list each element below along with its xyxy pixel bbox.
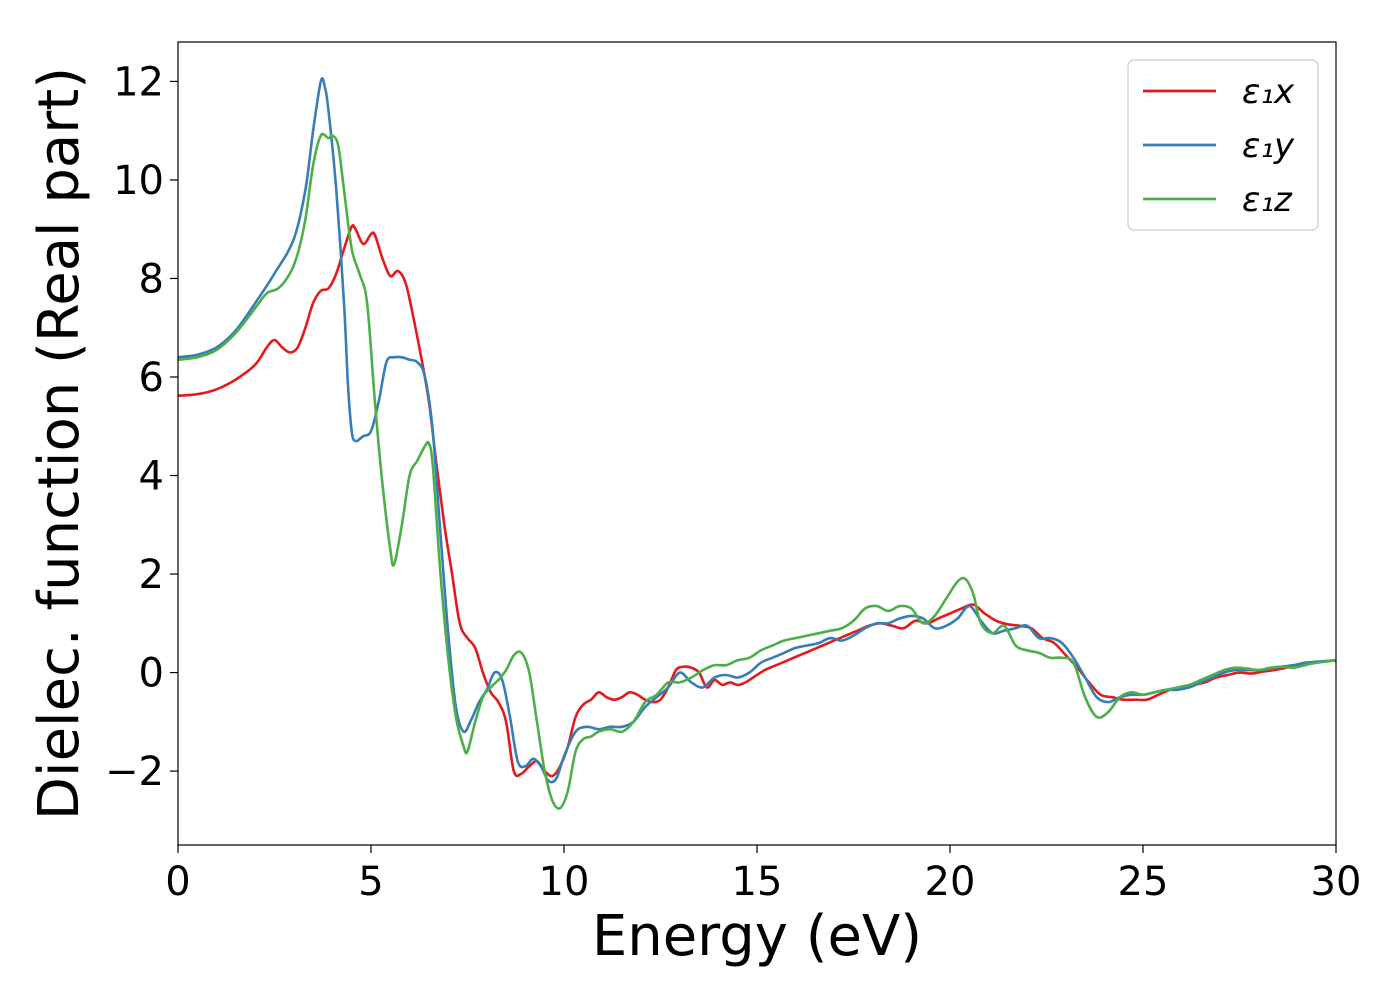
y-tick-label: 4 bbox=[139, 454, 164, 500]
x-tick-label: 25 bbox=[1118, 859, 1169, 905]
y-tick-label: 10 bbox=[113, 158, 164, 204]
series-line-1 bbox=[178, 224, 1336, 778]
series-line-2 bbox=[178, 77, 1336, 784]
legend-box bbox=[1127, 59, 1319, 231]
y-tick-label: 8 bbox=[139, 256, 164, 302]
y-tick-label: 12 bbox=[113, 59, 164, 105]
series-line-3 bbox=[178, 132, 1336, 810]
legend-label-1: ε₁x bbox=[1242, 72, 1295, 112]
y-tick-label: −2 bbox=[105, 749, 164, 795]
y-tick-label: 2 bbox=[139, 552, 164, 598]
legend: ε₁x ε₁y ε₁z bbox=[1127, 59, 1319, 231]
x-tick-label: 0 bbox=[165, 859, 190, 905]
y-tick-label: 0 bbox=[139, 651, 164, 697]
x-axis-ticks: 0 5 10 15 20 25 30 bbox=[165, 845, 1361, 905]
x-axis-label: Energy (eV) bbox=[592, 904, 922, 969]
x-tick-label: 5 bbox=[358, 859, 383, 905]
series-lines bbox=[178, 77, 1336, 810]
legend-label-2: ε₁y bbox=[1242, 126, 1295, 166]
y-axis-label: Dielec. function (Real part) bbox=[27, 67, 92, 820]
y-axis-ticks: −2 0 2 4 6 8 10 12 bbox=[105, 59, 178, 795]
y-tick-label: 6 bbox=[139, 355, 164, 401]
x-tick-label: 10 bbox=[539, 859, 590, 905]
legend-label-3: ε₁z bbox=[1242, 180, 1293, 220]
x-tick-label: 20 bbox=[925, 859, 976, 905]
x-tick-label: 30 bbox=[1311, 859, 1362, 905]
x-tick-label: 15 bbox=[732, 859, 783, 905]
